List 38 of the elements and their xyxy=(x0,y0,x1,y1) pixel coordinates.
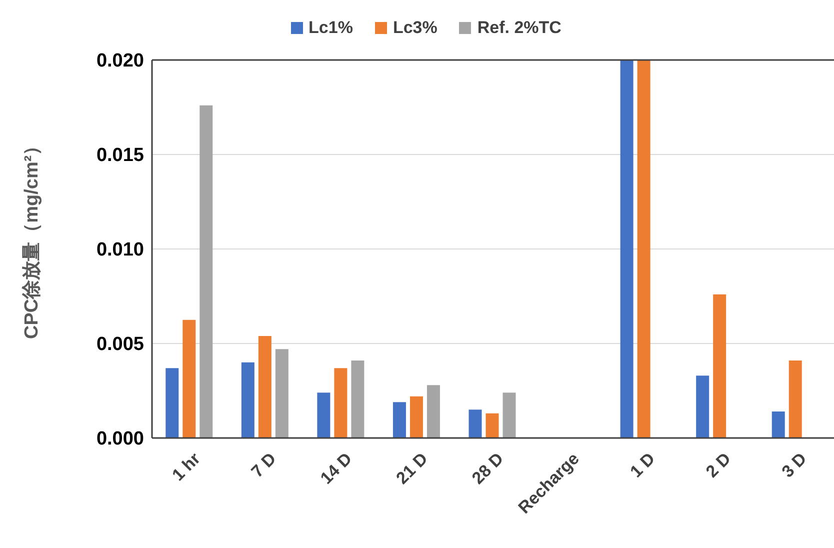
bar xyxy=(772,412,785,438)
bar xyxy=(166,368,179,438)
x-tick-label: 1 D xyxy=(626,449,659,482)
legend-label: Lc3% xyxy=(392,18,438,38)
bar xyxy=(713,294,726,438)
y-tick-label: 0.010 xyxy=(96,240,144,261)
y-axis-title: CPC徐放量（mg/cm²） xyxy=(22,136,43,339)
bar xyxy=(258,336,272,438)
legend-label: Lc1% xyxy=(308,18,353,38)
bar xyxy=(637,60,650,438)
y-tick-label: 0.015 xyxy=(96,145,144,166)
x-tick-label: 28 D xyxy=(468,449,508,488)
bar xyxy=(486,413,499,438)
bar xyxy=(788,360,802,438)
bar xyxy=(696,376,710,438)
y-tick-label: 0.005 xyxy=(96,334,144,356)
bar xyxy=(200,105,213,438)
bar xyxy=(275,349,288,438)
x-tick-label: 7 D xyxy=(248,449,280,482)
bar xyxy=(426,385,440,438)
bar xyxy=(182,320,196,438)
x-tick-label: 21 D xyxy=(392,449,432,488)
x-tick-label: 1 hr xyxy=(168,448,204,485)
legend-label: Ref. 2%TC xyxy=(477,18,562,38)
y-tick-label: 0.000 xyxy=(96,428,144,450)
bar xyxy=(334,368,348,438)
bar xyxy=(351,360,364,438)
bar xyxy=(410,396,423,438)
bar xyxy=(620,60,634,438)
bar xyxy=(317,392,330,438)
bar xyxy=(241,362,254,438)
x-tick-label: 2 D xyxy=(702,449,734,482)
x-tick-label: 3 D xyxy=(778,449,810,482)
bar xyxy=(392,402,406,438)
bar xyxy=(502,392,516,438)
bar xyxy=(468,410,482,438)
y-tick-label: 0.020 xyxy=(96,50,144,72)
x-tick-label: 14 D xyxy=(316,449,356,488)
